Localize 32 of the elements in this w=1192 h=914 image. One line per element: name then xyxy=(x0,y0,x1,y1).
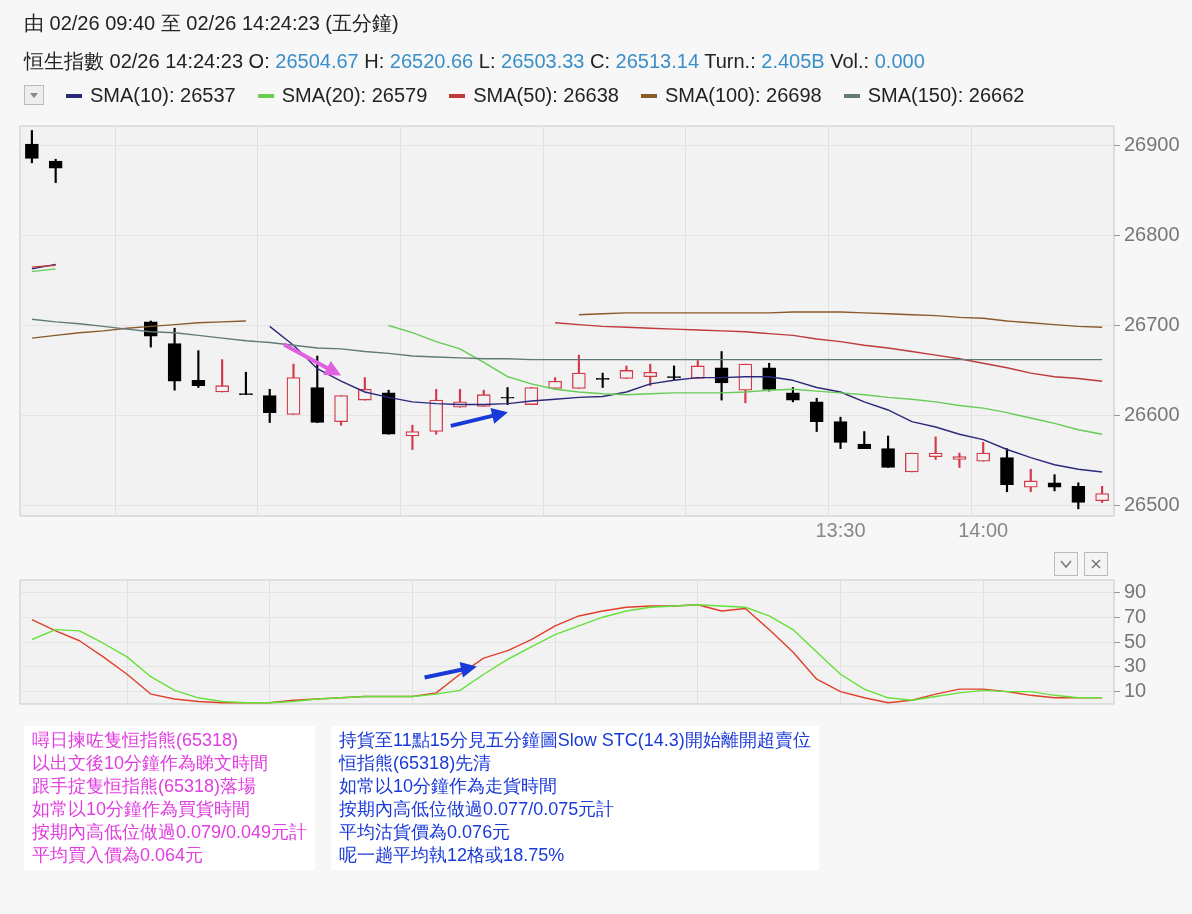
text: 如常以10分鐘作為買貨時間 xyxy=(32,798,252,821)
legend-label: SMA(150): 26662 xyxy=(866,83,1025,107)
y-tick-label: 10 xyxy=(1124,679,1147,702)
legend-label: SMA(10): 26537 xyxy=(89,83,236,107)
y-tick-label: 26600 xyxy=(1124,402,1180,425)
y-tick-label: 50 xyxy=(1124,629,1147,652)
candlestick xyxy=(500,387,515,405)
y-tick-label: 90 xyxy=(1124,579,1147,602)
y-tick-label: 26700 xyxy=(1124,313,1180,336)
x-tick-label: 13:30 xyxy=(815,518,866,541)
y-tick-label: 26900 xyxy=(1124,133,1180,156)
legend-label: SMA(20): 26579 xyxy=(280,83,428,107)
y-tick-label: 70 xyxy=(1124,604,1147,627)
legend-label: SMA(100): 26698 xyxy=(663,83,822,107)
text: 跟手掟隻恒指熊(65318)落場 xyxy=(32,775,258,798)
y-tick-label: 26500 xyxy=(1124,492,1180,515)
text: 平均買入價為0.064元 xyxy=(32,844,205,867)
y-tick-label: 30 xyxy=(1124,654,1147,677)
text: 如常以10分鐘作為走貨時間 xyxy=(339,775,559,798)
legend-label: SMA(50): 26638 xyxy=(472,83,619,107)
text: 恒生指數 02/26 14:24:23 O: 26504.67 H: 26520.66 L: 26503.33 C: 26513.14 Turn.: 2.405B Vol.: 0.000 xyxy=(24,50,925,72)
text: 以出文後10分鐘作為睇文時間 xyxy=(32,752,270,775)
text: 恒指熊(65318)先清 xyxy=(339,752,493,775)
text: 平均沽貨價為0.076元 xyxy=(339,821,512,844)
text: 持貨至11點15分見五分鐘圖Slow STC(14.3)開始離開超賣位 xyxy=(339,729,811,752)
text: 按期內高低位做過0.079/0.049元計 xyxy=(32,821,308,844)
chart-title: 由 02/26 09:40 至 02/26 14:24:23 (五分鐘) xyxy=(23,11,400,36)
y-tick-label: 26800 xyxy=(1124,223,1180,246)
text: 噚日揀咗隻恒指熊(65318) xyxy=(32,729,240,752)
text: 呢一趟平均執12格或18.75% xyxy=(339,844,566,867)
x-tick-label: 14:00 xyxy=(958,518,1009,541)
text: 按期內高低位做過0.077/0.075元計 xyxy=(339,798,616,821)
